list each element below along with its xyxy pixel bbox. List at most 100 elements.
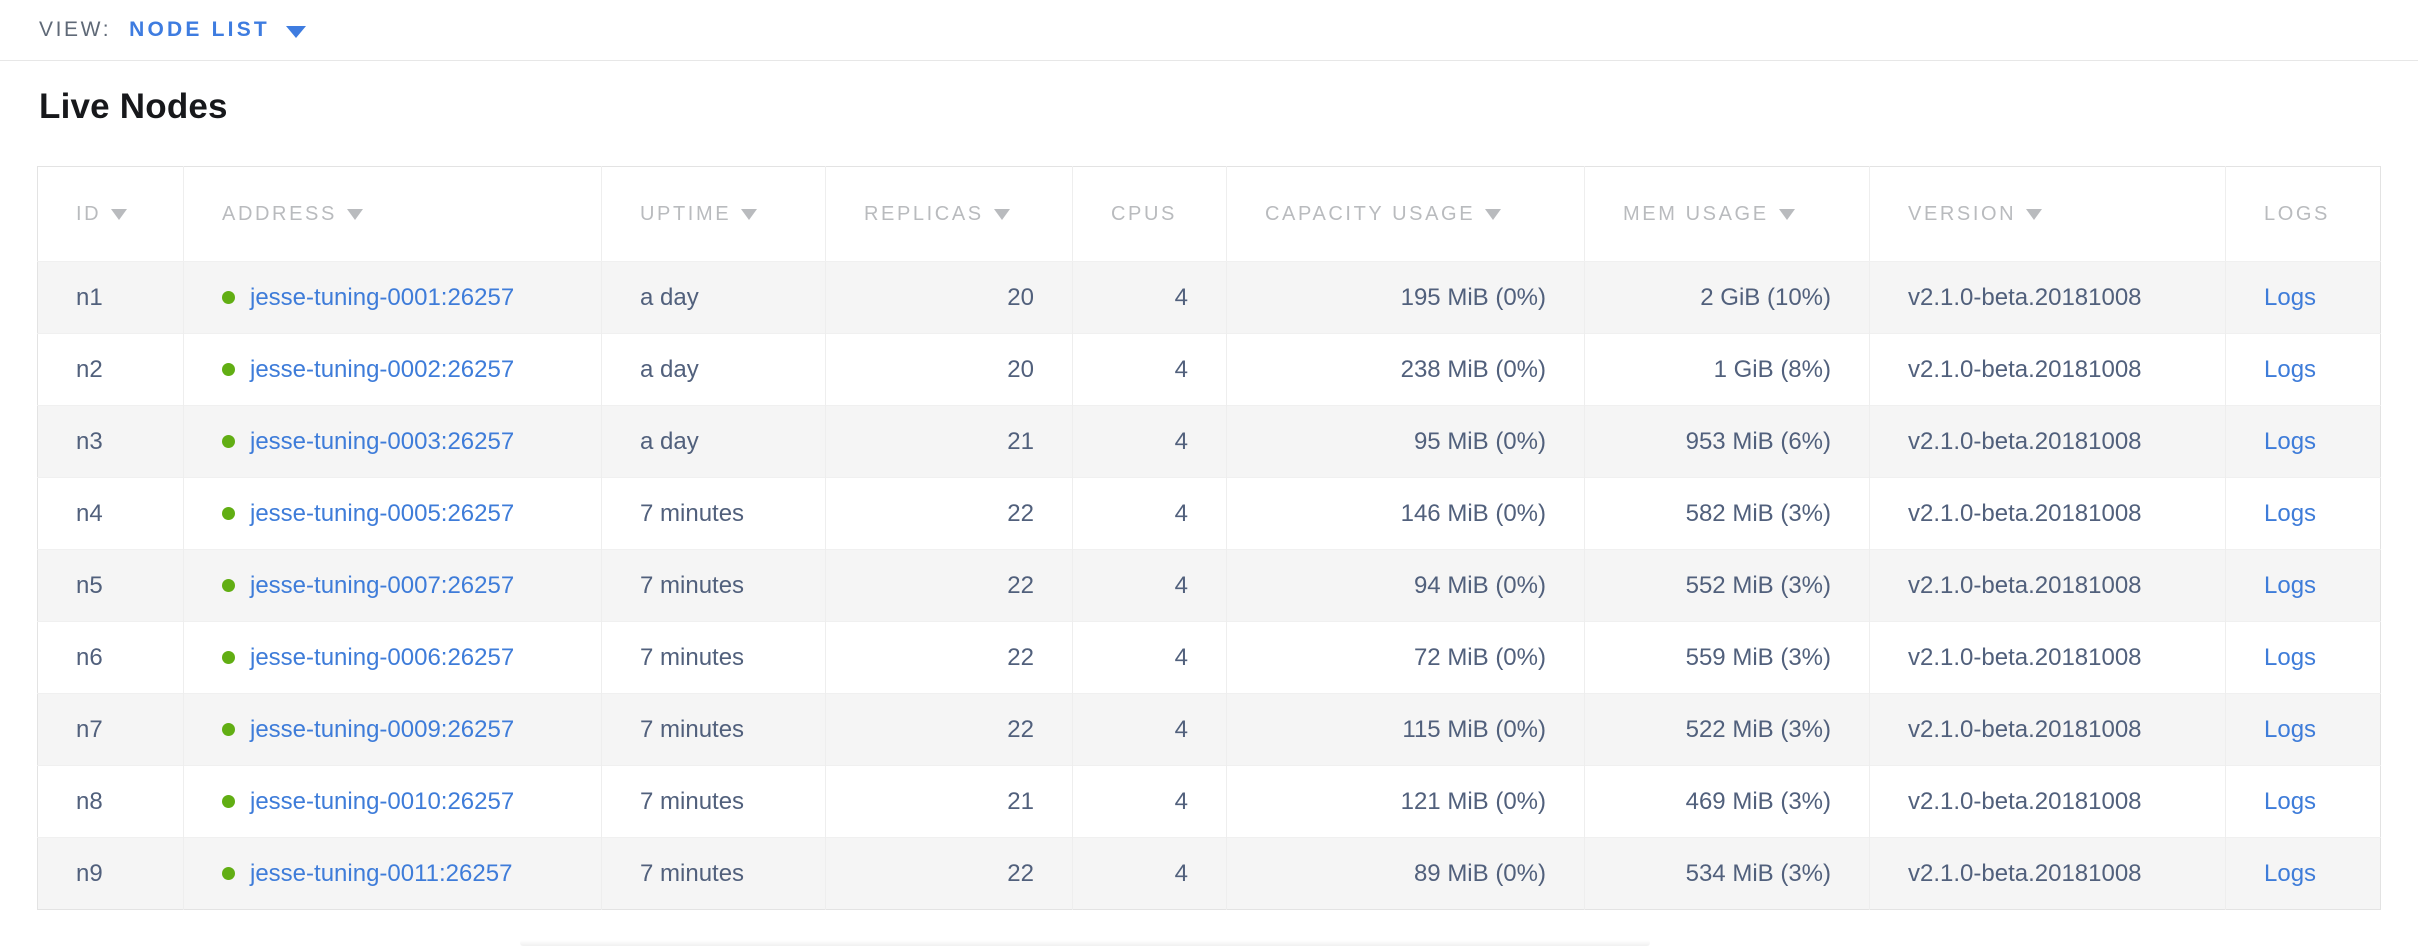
cell-value: 552 MiB (3%) <box>1685 571 1831 599</box>
cell-value: n4 <box>76 499 103 527</box>
live-nodes-table: ID ADDRESS UPTIME REPLICAS CPUS CAPACITY USAG… <box>37 166 2381 910</box>
column-header-mem_usage[interactable]: MEM USAGE <box>1584 166 1870 262</box>
cell-value: 22 <box>1007 859 1034 887</box>
cell-value: 7 minutes <box>640 643 745 671</box>
cell-mem_usage: 469 MiB (3%) <box>1584 765 1870 838</box>
table-row: n1 jesse-tuning-0001:26257 a day 20 4 195 MiB… <box>37 261 2381 334</box>
node-address-link[interactable]: jesse-tuning-0007:26257 <box>250 571 515 599</box>
column-header-logs: LOGS <box>2225 166 2381 262</box>
cell-value: v2.1.0-beta.20181008 <box>1908 355 2142 383</box>
table-row: n7 jesse-tuning-0009:26257 7 minutes 22 4 115… <box>37 693 2381 766</box>
node-status-live-icon <box>222 723 235 736</box>
cell-value: 22 <box>1007 499 1034 527</box>
node-address-link[interactable]: jesse-tuning-0001:26257 <box>250 283 515 311</box>
column-header-label: CAPACITY USAGE <box>1265 202 1476 225</box>
cell-value: 7 minutes <box>640 787 745 815</box>
logs-link[interactable]: Logs <box>2264 859 2317 887</box>
logs-link[interactable]: Logs <box>2264 283 2317 311</box>
logs-link[interactable]: Logs <box>2264 643 2317 671</box>
cell-value: n1 <box>76 283 103 311</box>
table-row: n9 jesse-tuning-0011:26257 7 minutes 22 4 89 … <box>37 837 2381 910</box>
node-address-link[interactable]: jesse-tuning-0010:26257 <box>250 787 515 815</box>
logs-link[interactable]: Logs <box>2264 427 2317 455</box>
view-dropdown-value: NODE LIST <box>129 18 270 41</box>
cell-mem_usage: 522 MiB (3%) <box>1584 693 1870 766</box>
cell-cpus: 4 <box>1072 693 1227 766</box>
column-header-capacity_usage[interactable]: CAPACITY USAGE <box>1226 166 1585 262</box>
sort-arrow-icon <box>1778 208 1795 220</box>
cell-value: 7 minutes <box>640 715 745 743</box>
logs-link[interactable]: Logs <box>2264 355 2317 383</box>
cell-value: 469 MiB (3%) <box>1685 787 1831 815</box>
table-row: n5 jesse-tuning-0007:26257 7 minutes 22 4 94 … <box>37 549 2381 622</box>
cell-replicas: 22 <box>825 693 1073 766</box>
cell-logs: Logs <box>2225 837 2381 910</box>
cell-value: v2.1.0-beta.20181008 <box>1908 859 2142 887</box>
cell-address: jesse-tuning-0001:26257 <box>183 261 602 334</box>
logs-link[interactable]: Logs <box>2264 571 2317 599</box>
cell-value: n9 <box>76 859 103 887</box>
node-address-link[interactable]: jesse-tuning-0005:26257 <box>250 499 515 527</box>
cell-mem_usage: 2 GiB (10%) <box>1584 261 1870 334</box>
cell-id: n9 <box>37 837 184 910</box>
cell-capacity_usage: 238 MiB (0%) <box>1226 333 1585 406</box>
node-address-link[interactable]: jesse-tuning-0002:26257 <box>250 355 515 383</box>
cell-replicas: 21 <box>825 765 1073 838</box>
view-label: VIEW: <box>39 18 112 41</box>
cell-cpus: 4 <box>1072 765 1227 838</box>
column-header-version[interactable]: VERSION <box>1869 166 2226 262</box>
cell-value: 89 MiB (0%) <box>1413 859 1546 887</box>
cell-logs: Logs <box>2225 621 2381 694</box>
node-status-live-icon <box>222 867 235 880</box>
cell-value: n7 <box>76 715 103 743</box>
cell-value: a day <box>640 283 699 311</box>
cell-value: 94 MiB (0%) <box>1413 571 1546 599</box>
node-address-link[interactable]: jesse-tuning-0011:26257 <box>250 859 513 887</box>
cell-uptime: 7 minutes <box>601 837 826 910</box>
cell-replicas: 20 <box>825 333 1073 406</box>
cell-value: v2.1.0-beta.20181008 <box>1908 283 2142 311</box>
cell-value: 559 MiB (3%) <box>1685 643 1831 671</box>
cell-address: jesse-tuning-0006:26257 <box>183 621 602 694</box>
node-address-link[interactable]: jesse-tuning-0003:26257 <box>250 427 515 455</box>
cell-mem_usage: 552 MiB (3%) <box>1584 549 1870 622</box>
node-status-live-icon <box>222 507 235 520</box>
node-address-link[interactable]: jesse-tuning-0009:26257 <box>250 715 515 743</box>
cell-uptime: 7 minutes <box>601 693 826 766</box>
logs-link[interactable]: Logs <box>2264 787 2317 815</box>
cell-value: 7 minutes <box>640 571 745 599</box>
cell-replicas: 22 <box>825 837 1073 910</box>
column-header-address[interactable]: ADDRESS <box>183 166 602 262</box>
view-bar: VIEW: NODE LIST <box>0 0 2418 61</box>
cell-logs: Logs <box>2225 333 2381 406</box>
logs-link[interactable]: Logs <box>2264 499 2317 527</box>
column-header-label: LOGS <box>2264 202 2330 225</box>
cell-address: jesse-tuning-0011:26257 <box>183 837 602 910</box>
cell-value: 582 MiB (3%) <box>1685 499 1831 527</box>
cell-id: n5 <box>37 549 184 622</box>
column-header-uptime[interactable]: UPTIME <box>601 166 826 262</box>
cell-replicas: 21 <box>825 405 1073 478</box>
cell-value: 72 MiB (0%) <box>1413 643 1546 671</box>
node-status-live-icon <box>222 363 235 376</box>
cell-value: 4 <box>1174 427 1188 455</box>
column-header-label: ADDRESS <box>222 202 337 225</box>
cell-cpus: 4 <box>1072 621 1227 694</box>
cell-address: jesse-tuning-0005:26257 <box>183 477 602 550</box>
column-header-id[interactable]: ID <box>37 166 184 262</box>
cell-value: 4 <box>1174 715 1188 743</box>
cell-uptime: a day <box>601 261 826 334</box>
cell-id: n4 <box>37 477 184 550</box>
column-header-replicas[interactable]: REPLICAS <box>825 166 1073 262</box>
cell-replicas: 22 <box>825 477 1073 550</box>
view-dropdown[interactable]: NODE LIST <box>129 18 306 42</box>
node-address-link[interactable]: jesse-tuning-0006:26257 <box>250 643 515 671</box>
logs-link[interactable]: Logs <box>2264 715 2317 743</box>
cell-value: v2.1.0-beta.20181008 <box>1908 499 2142 527</box>
cell-mem_usage: 1 GiB (8%) <box>1584 333 1870 406</box>
cell-version: v2.1.0-beta.20181008 <box>1869 333 2226 406</box>
cell-version: v2.1.0-beta.20181008 <box>1869 261 2226 334</box>
chevron-down-icon <box>285 25 306 38</box>
cell-address: jesse-tuning-0003:26257 <box>183 405 602 478</box>
cell-id: n2 <box>37 333 184 406</box>
